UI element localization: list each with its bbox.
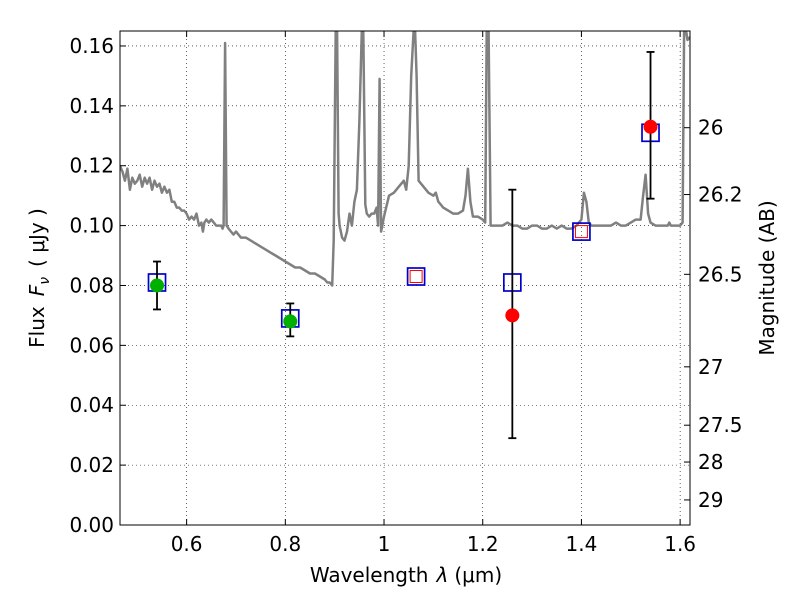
model-photometry-square bbox=[572, 222, 591, 241]
y2-tick-label: 26.2 bbox=[698, 183, 743, 207]
ticks: 0.6 0.8 1 1.2 1.4 1.6 0.00 0.02 0.04 0.06 0.08 0.10… bbox=[69, 31, 743, 556]
x-axis-label-unit: (μm) bbox=[454, 563, 502, 587]
x-tick-label: 1.2 bbox=[467, 532, 499, 556]
observed-nir-small-square bbox=[574, 225, 588, 239]
x-tick-label: 1.4 bbox=[566, 532, 598, 556]
y-axis-label-prefix: Flux bbox=[25, 306, 49, 348]
y-axis-label-subscript: ν bbox=[37, 277, 53, 285]
y2-tick-label: 28 bbox=[698, 450, 723, 474]
observed-optical-point bbox=[150, 278, 165, 293]
x-axis-label-symbol: λ bbox=[436, 563, 449, 587]
y-axis-label: Flux Fν ( μJy ) bbox=[25, 208, 53, 348]
observed-nir-point bbox=[643, 119, 658, 134]
y-tick-label: 0.00 bbox=[69, 513, 114, 537]
y-tick-label: 0.08 bbox=[69, 273, 114, 297]
observed-nir-small-square bbox=[409, 270, 423, 284]
marks bbox=[147, 51, 660, 440]
x-tick-label: 1.6 bbox=[664, 532, 696, 556]
y-tick-label: 0.12 bbox=[69, 154, 114, 178]
grid bbox=[120, 31, 690, 526]
y-axis-label-unit: ( μJy ) bbox=[25, 208, 49, 267]
x-tick-label: 0.8 bbox=[269, 532, 301, 556]
y-tick-label: 0.14 bbox=[69, 94, 114, 118]
y-tick-label: 0.06 bbox=[69, 333, 114, 357]
y-tick-label: 0.16 bbox=[69, 34, 114, 58]
y-tick-label: 0.04 bbox=[69, 393, 114, 417]
y2-tick-label: 26 bbox=[698, 116, 723, 140]
y2-tick-label: 27.5 bbox=[698, 413, 743, 437]
y-axis-label-symbol: F bbox=[25, 284, 49, 296]
axes-frame bbox=[119, 30, 691, 526]
model-photometry-square bbox=[406, 267, 426, 286]
x-axis-label: Wavelength λ (μm) bbox=[310, 563, 502, 587]
spectrum-line bbox=[120, 31, 690, 287]
y2-tick-label: 29 bbox=[698, 488, 723, 512]
y2-axis-label: Magnitude (AB) bbox=[755, 200, 779, 355]
y-tick-label: 0.10 bbox=[69, 214, 114, 238]
spectrum-layer bbox=[120, 31, 690, 287]
y2-tick-label: 27 bbox=[698, 355, 723, 379]
y-tick-label: 0.02 bbox=[69, 453, 114, 477]
x-tick-label: 1 bbox=[378, 532, 391, 556]
x-axis-label-prefix: Wavelength bbox=[310, 563, 429, 587]
x-tick-label: 0.6 bbox=[171, 532, 203, 556]
observed-nir-point bbox=[505, 308, 520, 323]
observed-optical-point bbox=[283, 314, 298, 329]
y2-tick-label: 26.5 bbox=[698, 262, 743, 286]
